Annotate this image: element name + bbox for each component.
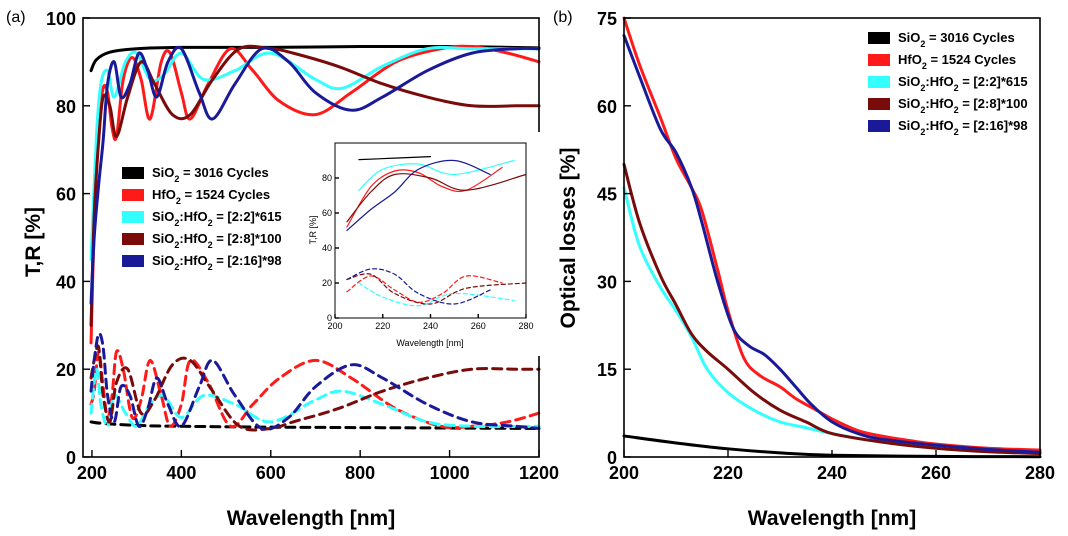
panel-b-y-tick-label: 60 [597, 97, 617, 117]
panel-a: (a) T,R [%] Wavelength [nm] 200 400 600 800… [6, 9, 559, 530]
panel-a-legend-swatch [122, 189, 144, 201]
panel-a-x-axis-title: Wavelength [nm] [227, 507, 395, 530]
panel-b-series-line [622, 34, 1042, 454]
inset-x-tick-label: 200 [327, 321, 342, 331]
panel-b-legend-label: HfO2 = 1524 Cycles [898, 52, 1016, 71]
panel-a-legend-label: SiO2:HfO2 = [2:16]*98 [152, 253, 282, 272]
panel-b-label: (b) [553, 9, 573, 26]
panel-b-legend: SiO2 = 3016 Cycles HfO2 = 1524 Cycles SiO2… [868, 30, 1028, 137]
panel-a-y-tick-label: 60 [56, 185, 76, 205]
panel-b-legend-swatch [868, 54, 890, 66]
panel-a-legend-swatch [122, 167, 144, 179]
panel-a-legend-label: HfO2 = 1524 Cycles [152, 187, 270, 206]
inset-y-tick-label: 0 [327, 313, 332, 323]
panel-a-legend-label: SiO2:HfO2 = [2:8]*100 [152, 231, 282, 250]
inset-x-tick-label: 280 [518, 321, 533, 331]
inset-x-tick-label: 260 [471, 321, 486, 331]
panel-b-legend-swatch [868, 32, 890, 44]
panel-b-y-tick-label: 0 [607, 448, 617, 468]
panel-a-plot-area [89, 44, 541, 432]
panel-b-x-tick-label: 200 [609, 463, 639, 483]
inset-transmission-line [346, 159, 491, 232]
panel-a-reflection-line [89, 367, 541, 429]
inset-frame [334, 142, 527, 319]
panel-b-x-tick-label: 280 [1025, 463, 1055, 483]
panel-a-legend-label: SiO2:HfO2 = [2:2]*615 [152, 209, 282, 228]
panel-b-legend-label: SiO2 = 3016 Cycles [898, 30, 1015, 49]
panel-a-y-tick-label: 0 [66, 448, 76, 468]
inset-y-axis-title: T,R [%] [308, 215, 318, 244]
panel-b-x-tick-label: 220 [713, 463, 743, 483]
panel-b-legend-label: SiO2:HfO2 = [2:16]*98 [898, 118, 1028, 137]
inset-reflection-line [346, 268, 491, 305]
panel-a-transmission-line [89, 45, 541, 261]
inset-reflection-line [358, 282, 515, 307]
panel-b-legend-label: SiO2:HfO2 = [2:8]*100 [898, 96, 1028, 115]
panel-b-y-tick-label: 30 [597, 272, 617, 292]
panel-a-legend-swatch [122, 211, 144, 223]
inset-x-tick-label: 240 [423, 321, 438, 331]
panel-b-series-line [622, 16, 1042, 452]
panel-b-y-tick-label: 75 [597, 9, 617, 29]
panel-a-legend-swatch [122, 255, 144, 267]
panel-a-x-tick-label: 400 [166, 463, 196, 483]
panel-a-y-tick-label: 80 [56, 97, 76, 117]
panel-b-legend-swatch [868, 98, 890, 110]
panel-b-legend-swatch [868, 120, 890, 132]
panel-a-inset: 200 220 240 260 280 0 20 40 60 80 T,R [%] Wavelen… [306, 132, 546, 356]
panel-b-series-line [622, 162, 1042, 455]
panel-a-legend-swatch [122, 233, 144, 245]
panel-a-legend-label: SiO2 = 3016 Cycles [152, 165, 269, 184]
panel-b-y-axis-title: Optical losses [%] [557, 148, 580, 329]
panel-a-x-tick-label: 1200 [519, 463, 559, 483]
panel-a-y-tick-label: 20 [56, 360, 76, 380]
panel-b-legend-swatch [868, 76, 890, 88]
panel-b-x-tick-label: 240 [817, 463, 847, 483]
panel-b-frame [623, 17, 1041, 458]
inset-y-tick-label: 20 [322, 278, 332, 288]
inset-x-axis-title: Wavelength [nm] [396, 338, 463, 348]
panel-a-x-tick-label: 200 [77, 463, 107, 483]
panel-a-x-tick-label: 1000 [430, 463, 470, 483]
panel-b-y-tick-label: 15 [597, 360, 617, 380]
inset-background [306, 132, 546, 356]
inset-transmission-line [358, 159, 515, 191]
panel-a-label: (a) [6, 9, 26, 26]
inset-y-tick-label: 40 [322, 243, 332, 253]
panel-b-x-tick-label: 260 [921, 463, 951, 483]
inset-x-tick-label: 220 [375, 321, 390, 331]
panel-a-transmission-line [89, 44, 541, 327]
panel-a-reflection-line [89, 332, 541, 431]
panel-a-x-tick-label: 800 [345, 463, 375, 483]
panel-a-y-tick-label: 40 [56, 272, 76, 292]
inset-y-tick-label: 80 [322, 173, 332, 183]
panel-b-series-line [622, 186, 1042, 455]
inset-transmission-line [358, 156, 432, 161]
inset-plot-area [346, 156, 527, 307]
panel-b-legend-label: SiO2:HfO2 = [2:2]*615 [898, 74, 1028, 93]
inset-reflection-line [346, 273, 527, 305]
inset-y-tick-label: 60 [322, 208, 332, 218]
inset-reflection-line [346, 275, 503, 303]
panel-a-y-tick-label: 100 [46, 9, 76, 29]
panel-a-y-axis-title: T,R [%] [22, 207, 45, 277]
panel-a-transmission-line [89, 45, 541, 305]
panel-b-y-tick-label: 45 [597, 185, 617, 205]
panel-b-plot-area [622, 16, 1042, 459]
panel-a-x-tick-label: 600 [256, 463, 286, 483]
panel-b-ticks: 200 220 240 260 280 0 15 30 45 60 75 [597, 9, 1055, 483]
panel-b: (b) Optical losses [%] Wavelength [nm] 2… [553, 9, 1055, 530]
panel-b-x-axis-title: Wavelength [nm] [748, 507, 916, 530]
panel-a-legend: SiO2 = 3016 Cycles HfO2 = 1524 Cycles SiO2… [122, 165, 282, 272]
panel-a-reflection-line [89, 344, 541, 432]
